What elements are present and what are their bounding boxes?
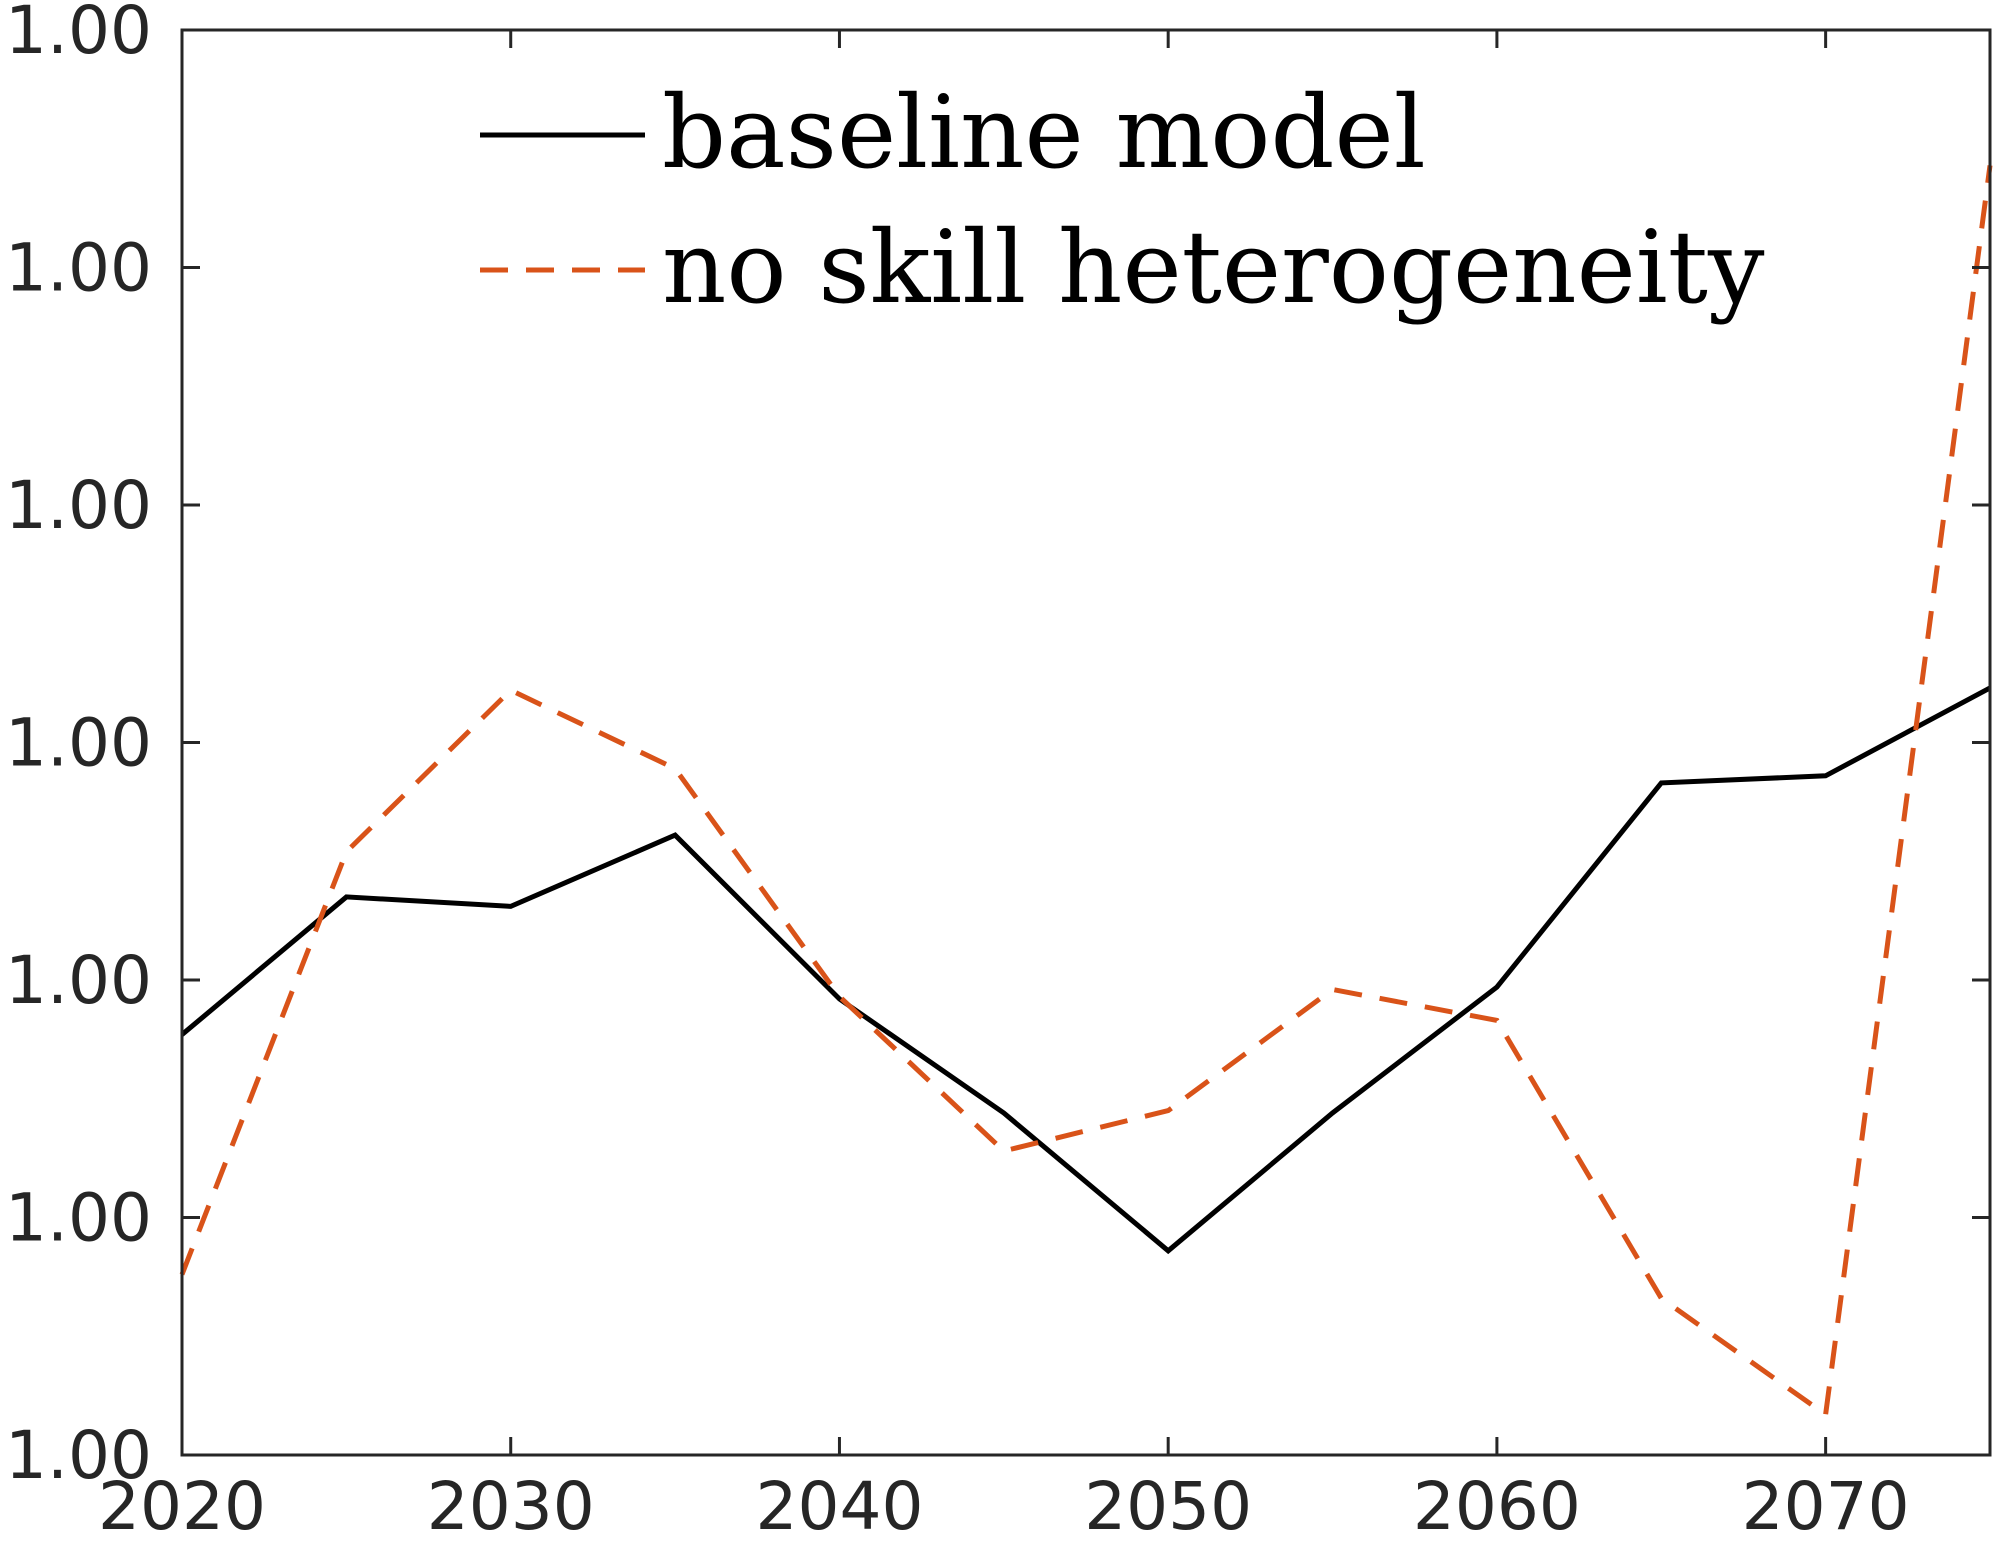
y-tick-label: 1.00 [5,467,152,544]
x-tick-label: 2060 [1413,1468,1581,1545]
y-tick-label: 1.00 [5,230,152,307]
legend-label-baseline-model: baseline model [662,74,1426,191]
axis-ticks: 2020 2030 2040 2050 2060 2070 1.00 1.00 1.00 1.00… [5,0,1990,1545]
x-tick-label: 2070 [1742,1468,1910,1545]
legend: baseline model no skill heterogeneity [465,70,1765,340]
legend-background [465,70,1705,340]
y-tick-label: 1.00 [5,0,152,69]
x-tick-label: 2050 [1084,1468,1252,1545]
plot-series [179,165,1993,1420]
x-tick-label: 2020 [98,1468,266,1545]
series-line-baseline-model [180,685,1992,1255]
y-tick-label: 1.00 [5,1180,152,1257]
y-tick-label: 1.00 [5,942,152,1019]
series-line-no-skill-heterogeneity [179,165,1993,1420]
x-tick-label: 2030 [427,1468,595,1545]
y-tick-label: 1.00 [5,1417,152,1494]
x-tick-label: 2040 [755,1468,923,1545]
legend-label-no-skill-heterogeneity: no skill heterogeneity [662,209,1765,326]
y-tick-label: 1.00 [5,705,152,782]
